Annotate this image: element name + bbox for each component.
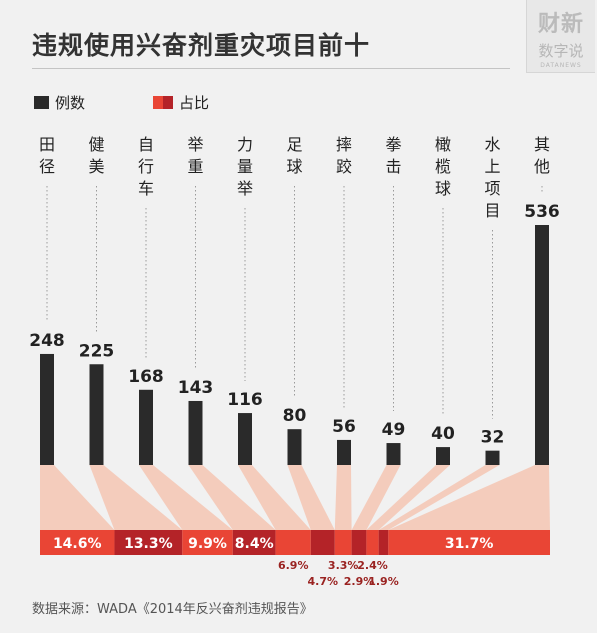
category-label: 水上项目 bbox=[484, 135, 500, 220]
category-label: 田径 bbox=[39, 135, 55, 176]
share-label: 6.9% bbox=[278, 559, 309, 572]
count-value: 32 bbox=[481, 428, 505, 448]
count-bars: 田径 248 健美 225 自行车 168 举重 143 力量举 116 足球 80 摔跤 56 拳击 49 橄… bbox=[29, 135, 560, 465]
count-value: 116 bbox=[227, 390, 263, 410]
count-value: 168 bbox=[128, 367, 164, 387]
share-label: 14.6% bbox=[53, 536, 102, 552]
source-note: 数据来源：WADA《2014年反兴奋剂违规报告》 bbox=[32, 602, 313, 617]
legend-count-swatch bbox=[34, 96, 49, 109]
count-value: 225 bbox=[79, 341, 115, 361]
share-label: 13.3% bbox=[124, 536, 173, 552]
logo-line-2: 数字说 bbox=[538, 42, 584, 60]
share-wedge bbox=[238, 465, 311, 530]
count-value: 56 bbox=[332, 417, 356, 437]
count-value: 143 bbox=[178, 378, 214, 398]
count-bar bbox=[436, 447, 450, 465]
share-segment bbox=[388, 530, 550, 555]
brand-logo: 财新 数字说 DATANEWS bbox=[526, 0, 595, 73]
share-wedge bbox=[351, 465, 401, 530]
category-label: 力量举 bbox=[237, 135, 253, 198]
share-wedges bbox=[40, 465, 550, 530]
share-segment bbox=[351, 530, 367, 555]
legend-share: 占比 bbox=[153, 92, 209, 113]
share-wedge bbox=[139, 465, 233, 530]
share-wedge bbox=[89, 465, 183, 530]
category-label: 橄榄球 bbox=[435, 135, 451, 198]
share-wedge bbox=[40, 465, 115, 530]
share-wedge bbox=[287, 465, 335, 530]
count-value: 80 bbox=[283, 406, 307, 426]
title-divider bbox=[32, 68, 510, 69]
share-segment bbox=[232, 530, 276, 555]
page-title: 违规使用兴奋剂重灾项目前十 bbox=[32, 31, 371, 60]
share-wedge bbox=[366, 465, 450, 530]
share-label: 9.9% bbox=[188, 536, 227, 552]
share-segment bbox=[182, 530, 233, 555]
share-label: 2.9% bbox=[344, 575, 375, 588]
share-segment bbox=[334, 530, 352, 555]
count-bar bbox=[386, 443, 401, 465]
count-bar bbox=[188, 400, 203, 465]
legend-share-swatch-b bbox=[163, 96, 173, 109]
category-label: 其他 bbox=[534, 135, 550, 176]
category-label: 足球 bbox=[286, 135, 302, 176]
count-bar bbox=[139, 389, 153, 465]
share-wedge bbox=[188, 465, 276, 530]
count-bar bbox=[238, 413, 252, 465]
count-value: 536 bbox=[524, 202, 560, 222]
count-bar bbox=[535, 225, 549, 465]
count-bar bbox=[40, 353, 54, 465]
legend-count: 例数 bbox=[34, 92, 85, 113]
share-label: 1.9% bbox=[368, 575, 399, 588]
count-value: 49 bbox=[382, 420, 406, 440]
share-label: 2.4% bbox=[357, 559, 388, 572]
category-label: 健美 bbox=[88, 135, 104, 176]
count-bar bbox=[89, 364, 104, 465]
share-segment bbox=[40, 530, 115, 555]
logo-line-3: DATANEWS bbox=[540, 62, 582, 69]
count-bar bbox=[485, 450, 500, 465]
count-value: 248 bbox=[29, 331, 65, 351]
count-bar bbox=[287, 429, 302, 465]
share-label: 8.4% bbox=[235, 536, 274, 552]
share-segment bbox=[310, 530, 335, 555]
category-label: 摔跤 bbox=[336, 135, 352, 176]
share-label: 4.7% bbox=[308, 575, 339, 588]
share-segment bbox=[366, 530, 379, 555]
share-segment bbox=[378, 530, 389, 555]
legend-share-label: 占比 bbox=[179, 94, 210, 112]
logo-line-1: 财新 bbox=[537, 12, 584, 37]
share-wedge bbox=[334, 465, 352, 530]
share-segment bbox=[275, 530, 311, 555]
category-label: 自行车 bbox=[138, 135, 154, 198]
category-label: 举重 bbox=[187, 135, 203, 176]
share-label: 31.7% bbox=[445, 536, 494, 552]
share-labels: 14.6% 13.3% 9.9% 8.4% 6.9% 4.7% 3.3% 2.9% 2.4% 1.… bbox=[53, 536, 494, 588]
share-segment bbox=[114, 530, 183, 555]
share-label: 3.3% bbox=[328, 559, 359, 572]
count-bar bbox=[337, 439, 351, 465]
share-wedge bbox=[388, 465, 550, 530]
count-value: 40 bbox=[431, 424, 455, 444]
legend-count-label: 例数 bbox=[55, 94, 86, 112]
share-wedge bbox=[378, 465, 500, 530]
legend-share-swatch-a bbox=[153, 96, 163, 109]
category-label: 拳击 bbox=[385, 135, 401, 176]
share-strip bbox=[40, 530, 550, 555]
